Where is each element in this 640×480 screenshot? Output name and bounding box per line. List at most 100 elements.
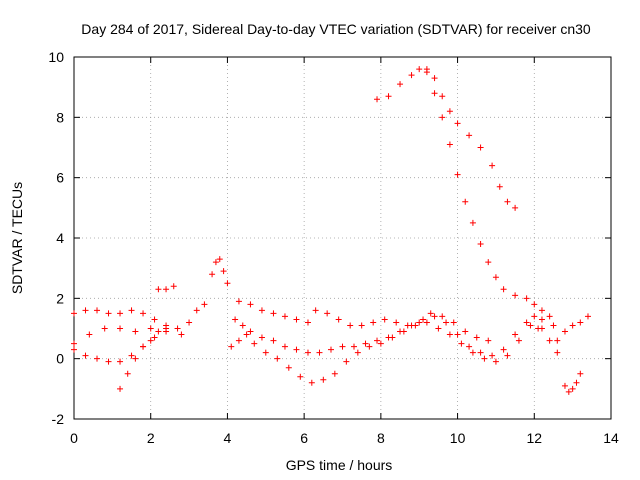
data-point	[446, 108, 453, 115]
data-point	[538, 307, 545, 314]
data-point	[546, 313, 553, 320]
data-point	[117, 385, 124, 392]
y-tick-label: 8	[56, 109, 64, 125]
data-point	[504, 198, 511, 205]
data-point	[132, 328, 139, 335]
x-tick-label: 4	[224, 430, 232, 446]
data-point	[247, 328, 254, 335]
data-point	[469, 219, 476, 226]
data-point	[374, 337, 381, 344]
data-point	[397, 328, 404, 335]
data-point	[235, 337, 242, 344]
data-point	[569, 385, 576, 392]
data-point	[492, 358, 499, 365]
data-point	[86, 331, 93, 338]
series-track-d	[71, 322, 181, 347]
data-point	[193, 307, 200, 314]
data-point	[500, 286, 507, 293]
data-point	[105, 358, 112, 365]
data-point	[285, 364, 292, 371]
data-point	[339, 343, 346, 350]
data-point	[293, 316, 300, 323]
data-point	[128, 352, 135, 359]
data-point	[385, 334, 392, 341]
data-point	[527, 322, 534, 329]
x-tick-label: 0	[70, 430, 78, 446]
data-point	[538, 316, 545, 323]
series-track-h	[178, 301, 208, 338]
data-point	[512, 204, 519, 211]
data-point	[550, 322, 557, 329]
data-point	[327, 346, 334, 353]
y-tick-label: -2	[52, 411, 65, 427]
data-point	[312, 307, 319, 314]
data-point	[427, 310, 434, 317]
data-point	[163, 286, 170, 293]
data-point	[370, 319, 377, 326]
y-tick-label: 10	[48, 49, 64, 65]
data-point	[239, 322, 246, 329]
chart-title: Day 284 of 2017, Sidereal Day-to-day VTE…	[81, 21, 591, 37]
data-point	[439, 313, 446, 320]
data-point	[232, 316, 239, 323]
data-point	[224, 280, 231, 287]
data-point	[212, 259, 219, 266]
data-point	[293, 346, 300, 353]
data-point	[496, 183, 503, 190]
series-track-f	[117, 328, 162, 392]
data-point	[446, 141, 453, 148]
data-point	[561, 382, 568, 389]
data-point	[561, 328, 568, 335]
data-point	[466, 343, 473, 350]
data-point	[454, 120, 461, 127]
y-axis-label: SDTVAR / TECUs	[9, 182, 25, 294]
data-point	[358, 322, 365, 329]
data-point	[385, 93, 392, 100]
data-point	[435, 325, 442, 332]
data-point	[209, 271, 216, 278]
data-point	[554, 349, 561, 356]
y-tick-label: 2	[56, 290, 64, 306]
data-point	[201, 301, 208, 308]
data-point	[446, 331, 453, 338]
data-point	[393, 319, 400, 326]
data-point	[82, 307, 89, 314]
data-point	[140, 310, 147, 317]
data-point	[243, 331, 250, 338]
data-point	[132, 355, 139, 362]
data-point	[577, 319, 584, 326]
data-point	[220, 268, 227, 275]
data-point	[354, 349, 361, 356]
data-point	[117, 325, 124, 332]
y-tick-label: 0	[56, 351, 64, 367]
data-point	[343, 358, 350, 365]
series-track-e	[71, 328, 170, 365]
data-point	[216, 256, 223, 263]
data-point	[147, 325, 154, 332]
data-point	[117, 310, 124, 317]
data-point	[258, 334, 265, 341]
data-point	[404, 322, 411, 329]
data-point	[304, 349, 311, 356]
series-track-a	[374, 66, 519, 211]
data-point	[71, 346, 77, 353]
y-tick-label: 6	[56, 170, 64, 186]
data-point	[270, 310, 277, 317]
x-tick-label: 12	[526, 430, 542, 446]
data-point	[512, 292, 519, 299]
data-point	[443, 319, 450, 326]
data-point	[304, 319, 311, 326]
data-point	[335, 316, 342, 323]
data-point	[554, 337, 561, 344]
data-point	[416, 319, 423, 326]
data-point	[174, 325, 181, 332]
data-point	[477, 241, 484, 248]
data-point	[416, 66, 423, 73]
data-point	[431, 75, 438, 82]
x-tick-label: 6	[300, 430, 308, 446]
axis-ticks: 0 2 4 6 8 10 12 14 -2 0 2 4 6 8 10	[48, 49, 619, 446]
series-track-l	[235, 298, 311, 326]
data-point	[469, 349, 476, 356]
data-point	[423, 319, 430, 326]
